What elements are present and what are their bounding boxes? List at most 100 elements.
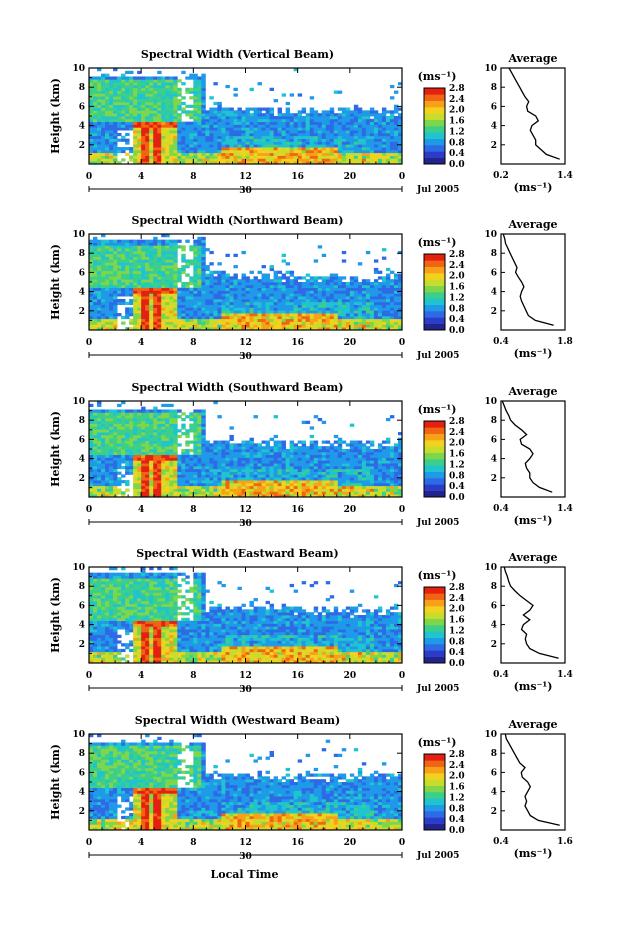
- heatmap-cell: [381, 276, 387, 280]
- heatmap-cell: [389, 141, 395, 145]
- heatmap-cell: [225, 491, 230, 495]
- heatmap-cell: [133, 468, 138, 472]
- heatmap-cell: [189, 468, 194, 472]
- heatmap-cell: [193, 130, 198, 134]
- heatmap-cell: [165, 454, 170, 458]
- heatmap-cell: [393, 118, 399, 123]
- heatmap-cell: [245, 318, 250, 322]
- heatmap-cell: [273, 273, 278, 277]
- heatmap-cell: [305, 307, 311, 311]
- heatmap-cell: [301, 116, 307, 120]
- heatmap-cell: [281, 282, 287, 286]
- heatmap-cell: [353, 127, 359, 131]
- heatmap-cell: [157, 426, 162, 430]
- heatmap-cell: [153, 273, 158, 277]
- heatmap-cell: [297, 147, 303, 151]
- heatmap-cell: [221, 124, 226, 128]
- heatmap-cell: [137, 485, 142, 489]
- heatmap-cell: [169, 318, 174, 322]
- heatmap-cell: [281, 113, 287, 117]
- heatmap-cells: [89, 401, 403, 498]
- heatmap-cell: [101, 304, 106, 308]
- heatmap-cell: [141, 307, 146, 311]
- heatmap-cell: [169, 158, 174, 162]
- heatmap-cell: [165, 321, 170, 325]
- heatmap-cell: [393, 127, 399, 131]
- heatmap-cell: [333, 161, 339, 165]
- heatmap-cell: [189, 454, 194, 458]
- heatmap-cell: [157, 242, 162, 246]
- heatmap-cell: [289, 290, 295, 294]
- heatmap-cell: [93, 276, 98, 280]
- heatmap-cell: [273, 124, 278, 128]
- heatmap-cell: [341, 282, 347, 286]
- heatmap-cell: [133, 107, 138, 111]
- heatmap-cell: [305, 290, 311, 294]
- heatmap-cell: [297, 127, 303, 131]
- heatmap-cell: [349, 149, 355, 154]
- heatmap-cell: [145, 259, 150, 263]
- heatmap-cell: [317, 138, 323, 142]
- heatmap-cell: [289, 147, 295, 151]
- heatmap-cell: [149, 409, 154, 413]
- heatmap-cell: [345, 307, 351, 311]
- heatmap-cell: [89, 443, 94, 447]
- heatmap-cell: [141, 127, 146, 131]
- heatmap-cell: [221, 130, 226, 134]
- heatmap-cell: [197, 79, 202, 83]
- heatmap-cell: [341, 290, 347, 294]
- heatmap-cell: [169, 161, 174, 165]
- heatmap-cell: [121, 239, 126, 243]
- heatmap-cell: [385, 135, 391, 139]
- heatmap-cell: [137, 79, 142, 83]
- heatmap-cell: [329, 130, 335, 134]
- heatmap-cell: [281, 313, 287, 317]
- heatmap-cell: [93, 90, 98, 94]
- heatmap-cell: [249, 488, 254, 492]
- heatmap-cell: [221, 138, 226, 142]
- heatmap-cell: [193, 482, 198, 487]
- heatmap-cell: [109, 432, 114, 436]
- heatmap-cell: [213, 315, 218, 320]
- heatmap-cell: [153, 468, 158, 472]
- heatmap-cell: [353, 110, 359, 114]
- heatmap-cell: [237, 279, 242, 283]
- heatmap-cell: [121, 270, 126, 274]
- heatmap-cell: [225, 465, 230, 470]
- heatmap-cell: [381, 118, 387, 123]
- heatmap-cell: [325, 301, 331, 305]
- heatmap-cell: [97, 463, 102, 467]
- heatmap-cell: [221, 482, 226, 487]
- heatmap-cell: [173, 482, 178, 487]
- heatmap-cell: [161, 265, 166, 269]
- heatmap-cell: [237, 161, 242, 165]
- heatmap-cell: [213, 298, 218, 303]
- heatmap-cell: [285, 141, 291, 145]
- heatmap-cell: [129, 471, 134, 475]
- heatmap-cell: [241, 276, 246, 280]
- heatmap-cell: [329, 161, 335, 165]
- heatmap-cell: [113, 250, 118, 255]
- heatmap-cell: [237, 321, 242, 325]
- heatmap-cell: [313, 116, 319, 120]
- heatmap-cell: [153, 301, 158, 305]
- heatmap-cell: [321, 310, 327, 314]
- heatmap-cell: [109, 293, 114, 297]
- heatmap-cell: [337, 161, 343, 165]
- heatmap-cell: [125, 76, 130, 80]
- heatmap-cell: [145, 76, 150, 80]
- heatmap-cell: [177, 409, 182, 413]
- heatmap-cell: [209, 282, 214, 286]
- heatmap-cell: [137, 147, 142, 151]
- heatmap-cell: [165, 463, 170, 467]
- heatmap-cell: [121, 82, 126, 86]
- heatmap-cell: [381, 132, 387, 137]
- heatmap-cell: [113, 248, 118, 252]
- heatmap-cell: [337, 124, 343, 128]
- heatmap-cell: [189, 301, 194, 305]
- heatmap-cell: [237, 107, 242, 111]
- heatmap-cell: [97, 127, 102, 131]
- heatmap-cell: [173, 84, 178, 89]
- heatmap-cell: [109, 460, 114, 464]
- heatmap-cell: [145, 273, 150, 277]
